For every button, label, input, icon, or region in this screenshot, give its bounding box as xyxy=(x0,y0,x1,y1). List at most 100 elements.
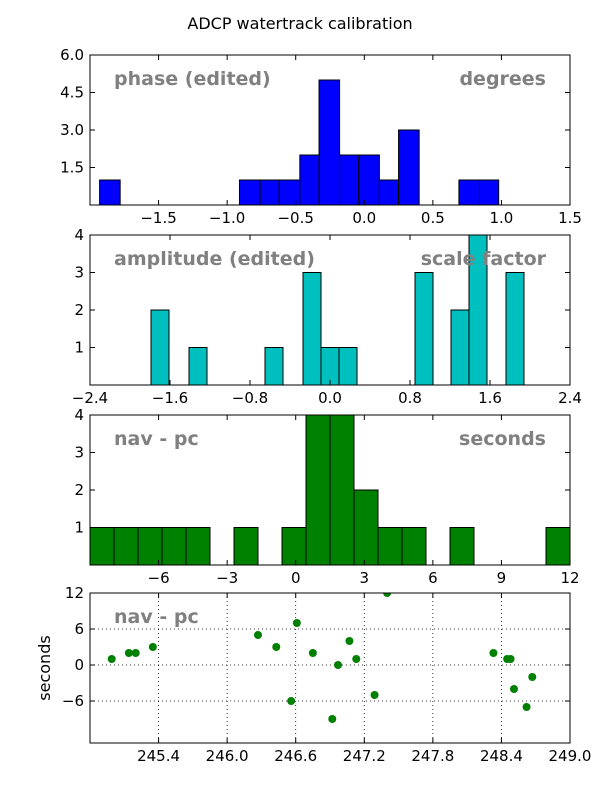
y-tick-label: 0 xyxy=(74,656,84,674)
overlay-label-right: seconds xyxy=(459,428,546,450)
histogram-bar xyxy=(358,154,380,205)
y-tick-label: 6.0 xyxy=(60,46,84,64)
x-tick-label: 0.5 xyxy=(421,209,445,227)
histogram-bar xyxy=(233,527,259,565)
histogram-bar xyxy=(378,179,400,205)
y-tick-label: 1.5 xyxy=(60,159,84,177)
y-tick-label: 3.0 xyxy=(60,121,84,139)
data-point xyxy=(489,649,498,657)
plot-marks xyxy=(90,415,570,565)
overlay-label-left: phase (edited) xyxy=(114,68,271,90)
x-tick-label: −3 xyxy=(216,569,238,587)
panel-amplitude: −2.4 −1.6 −0.8 0.0 0.8 1.6 2.4 1 2 3 4 amplitude (e… xyxy=(72,226,582,407)
x-tick-label: −2.4 xyxy=(72,389,108,407)
x-tick-label: 247.8 xyxy=(411,747,454,765)
axes-frame xyxy=(89,592,571,744)
histogram-bar xyxy=(320,347,340,385)
data-point xyxy=(272,643,281,651)
data-point xyxy=(345,637,354,645)
y-tick-label: 12 xyxy=(65,584,84,602)
histogram-bar xyxy=(414,272,434,385)
x-tick-label: 0.0 xyxy=(352,209,376,227)
histogram-bar xyxy=(338,347,358,385)
histogram-bar xyxy=(137,527,163,565)
histogram-bar xyxy=(318,79,341,205)
y-tick-label: 6 xyxy=(74,620,84,638)
histogram-bar xyxy=(478,179,500,205)
overlay-label-left: amplitude (edited) xyxy=(114,248,315,270)
histogram-bar xyxy=(90,527,115,565)
y-tick-label: 2 xyxy=(74,301,84,319)
histogram-bar xyxy=(377,527,403,565)
x-tick-label: 1.0 xyxy=(489,209,513,227)
histogram-bar xyxy=(113,527,139,565)
histogram-bar xyxy=(401,527,427,565)
data-point xyxy=(148,643,157,651)
x-tick-label: 245.4 xyxy=(137,747,180,765)
data-point xyxy=(254,631,262,639)
overlay-label-right: degrees xyxy=(459,68,546,90)
data-point xyxy=(370,691,379,699)
histogram-bar xyxy=(150,309,170,385)
panel-phase: −1.5 −1.0 −0.5 0.0 0.5 1.0 1.5 1.5 3.0 4.5 6.0 phas… xyxy=(60,46,582,227)
plot-marks xyxy=(107,593,537,723)
histogram-bar xyxy=(299,154,320,205)
x-tick-label: 249.0 xyxy=(549,747,592,765)
data-point xyxy=(292,619,301,627)
data-point xyxy=(107,655,116,663)
x-tick-label: 12 xyxy=(560,569,579,587)
y-tick-label: 3 xyxy=(74,444,84,462)
data-point xyxy=(522,703,531,711)
panel-nav-scatter: 245.4 246.0 246.6 247.2 247.8 248.4 249.0 −6 0 6 1… xyxy=(35,584,591,765)
histogram-bar xyxy=(398,129,420,205)
data-point xyxy=(352,655,361,663)
histogram-bar xyxy=(188,347,208,385)
histogram-bar xyxy=(161,527,187,565)
x-tick-label: 6 xyxy=(428,569,438,587)
data-point xyxy=(308,649,317,657)
x-tick-label: 246.0 xyxy=(206,747,249,765)
data-point xyxy=(510,685,518,693)
histogram-bar xyxy=(449,527,475,565)
histogram-bar xyxy=(185,527,211,565)
y-axis-label: seconds xyxy=(35,635,54,700)
x-tick-label: 247.2 xyxy=(343,747,386,765)
y-tick-label: 4 xyxy=(74,226,84,244)
histogram-bar xyxy=(458,179,480,205)
x-tick-label: 1.6 xyxy=(478,389,502,407)
overlay-label-left: nav - pc xyxy=(114,428,199,450)
data-point xyxy=(124,649,133,657)
y-tick-label: 1 xyxy=(74,339,84,357)
histogram-bar xyxy=(281,527,307,565)
histogram-bar xyxy=(259,179,280,205)
data-point xyxy=(506,655,515,663)
x-tick-label: −0.8 xyxy=(232,389,268,407)
x-tick-label: 246.6 xyxy=(274,747,317,765)
x-tick-label: 2.4 xyxy=(558,389,582,407)
data-point xyxy=(328,715,337,723)
x-tick-label: −0.5 xyxy=(277,209,313,227)
histogram-bar xyxy=(302,272,322,385)
histogram-bar xyxy=(99,179,121,205)
histogram-bar xyxy=(353,489,379,565)
plot-marks xyxy=(99,79,500,205)
panels: −1.5 −1.0 −0.5 0.0 0.5 1.0 1.5 1.5 3.0 4.5 6.0 phas… xyxy=(35,46,591,765)
x-tick-label: −1.5 xyxy=(140,209,176,227)
overlay-label-right: scale factor xyxy=(421,248,547,270)
data-point xyxy=(383,593,392,597)
data-point xyxy=(287,697,296,705)
x-tick-label: 0.0 xyxy=(318,389,342,407)
y-tick-label: 4.5 xyxy=(60,84,84,102)
plot-marks xyxy=(150,235,525,385)
x-tick-label: −6 xyxy=(148,569,170,587)
histogram-bar xyxy=(450,309,470,385)
x-tick-label: 3 xyxy=(360,569,370,587)
data-point xyxy=(334,661,342,669)
y-tick-label: 4 xyxy=(74,406,84,424)
histogram-bar xyxy=(339,154,360,205)
histogram-bar xyxy=(505,272,525,385)
data-point xyxy=(131,649,140,657)
